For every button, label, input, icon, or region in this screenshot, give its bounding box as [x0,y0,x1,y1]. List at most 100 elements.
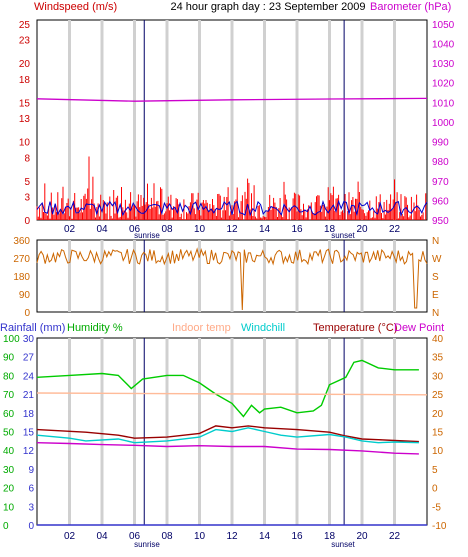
barometer-tick-label: 1030 [432,59,455,70]
x-tick-label: 14 [259,531,271,542]
barometer-tick-label: 980 [432,157,449,168]
wind-barometer-panel: Windspeed (m/s) 24 hour graph day : 23 S… [19,1,455,240]
x-tick-label: 06 [129,531,141,542]
humidity-tick-label: 50 [3,428,15,439]
temperature-tick-label: -10 [432,521,447,532]
x-tick-label: 22 [389,224,401,235]
x-tick-label: 14 [259,224,271,235]
humidity-tick-label: 10 [3,502,15,513]
x-tick-label: 12 [226,224,238,235]
rainfall-tick-label: 27 [23,353,35,364]
temperature-tick-label: 35 [432,353,444,364]
windspeed-tick-label: 5 [24,177,30,188]
direction-tick-label: 90 [19,290,31,301]
windspeed-tick-label: 15 [19,98,31,109]
humidity-tick-label: 100 [3,334,20,345]
sunrise-label-top: sunrise [134,231,160,240]
temperature-tick-label: 10 [432,446,444,457]
compass-tick-label: N [432,308,439,319]
rainfall-header: Rainfall (mm) [0,322,65,334]
barometer-tick-label: 970 [432,177,449,188]
humidity-tick-label: 20 [3,484,15,495]
barometer-line [36,97,428,102]
windspeed-axis-title: Windspeed (m/s) [34,1,117,13]
compass-tick-label: W [432,254,442,265]
rainfall-tick-label: 12 [23,446,35,457]
temperature-tick-label: 15 [432,428,444,439]
temperature-tick-label: 5 [432,465,438,476]
sunset-label-bottom: sunset [331,540,355,549]
humidity-tick-label: 90 [3,353,15,364]
x-tick-label: 04 [96,531,108,542]
rainfall-tick-label: 15 [23,428,35,439]
humidity-tick-label: 60 [3,409,15,420]
compass-tick-label: E [432,290,439,301]
series-line [36,392,428,396]
x-tick-label: 02 [64,224,76,235]
x-tick-label: 22 [389,531,401,542]
direction-tick-label: 360 [13,236,30,247]
series-line [36,359,419,418]
x-tick-label: 18 [324,531,336,542]
barometer-tick-label: 1050 [432,20,455,31]
x-tick-label: 10 [194,224,206,235]
x-tick-label: 10 [194,531,206,542]
windspeed-tick-label: 25 [19,20,31,31]
sunset-label-top: sunset [331,231,355,240]
x-tick-label: 04 [96,224,108,235]
windspeed-tick-label: 8 [24,153,30,164]
humidity-tick-label: 40 [3,446,15,457]
barometer-tick-label: 950 [432,216,449,227]
rainfall-tick-label: 3 [28,502,34,513]
rainfall-tick-label: 9 [28,465,34,476]
temperature-tick-label: -5 [432,502,441,513]
windchill-header: Windchill [241,322,285,334]
barometer-axis-title: Barometer (hPa) [370,1,451,13]
rainfall-tick-label: 0 [28,521,34,532]
temperature-header: Temperature (°C) [313,322,397,334]
windspeed-tick-label: 13 [19,114,31,125]
barometer-tick-label: 960 [432,196,449,207]
series-line [36,425,419,443]
rainfall-tick-label: 24 [23,371,35,382]
compass-tick-label: S [432,272,439,283]
windspeed-tick-label: 0 [24,216,30,227]
x-tick-label: 16 [291,224,303,235]
x-tick-label: 06 [129,224,141,235]
compass-tick-label: N [432,236,439,247]
temperature-tick-label: 0 [432,484,438,495]
x-tick-label: 12 [226,531,238,542]
direction-tick-label: 0 [24,308,30,319]
rainfall-tick-label: 18 [23,409,35,420]
barometer-tick-label: 1020 [432,79,455,90]
temperature-tick-label: 40 [432,334,444,345]
rainfall-tick-label: 30 [23,334,35,345]
series-line [36,427,419,444]
indoor-temp-header: Indoor temp [172,322,231,334]
x-tick-label: 02 [64,531,76,542]
dewpoint-header: Dew Point [394,322,444,334]
direction-tick-label: 180 [13,272,30,283]
temperature-tick-label: 30 [432,371,444,382]
x-tick-label: 20 [356,531,368,542]
x-tick-label: 16 [291,531,303,542]
humidity-tick-label: 70 [3,390,15,401]
barometer-tick-label: 1040 [432,40,455,51]
windspeed-tick-label: 20 [19,59,31,70]
barometer-tick-label: 990 [432,138,449,149]
x-tick-label: 20 [356,224,368,235]
humidity-tick-label: 0 [3,521,9,532]
windspeed-tick-label: 10 [19,138,31,149]
humidity-header: Humidity % [67,322,123,334]
temperature-tick-label: 25 [432,390,444,401]
x-tick-label: 18 [324,224,336,235]
windspeed-tick-label: 23 [19,36,31,47]
rainfall-tick-label: 6 [28,484,34,495]
windspeed-tick-label: 3 [24,192,30,203]
chart-title: 24 hour graph day : 23 September 2009 [170,1,365,13]
average-wind-line [36,199,428,217]
x-tick-label: 08 [161,224,173,235]
x-tick-label: 08 [161,531,173,542]
